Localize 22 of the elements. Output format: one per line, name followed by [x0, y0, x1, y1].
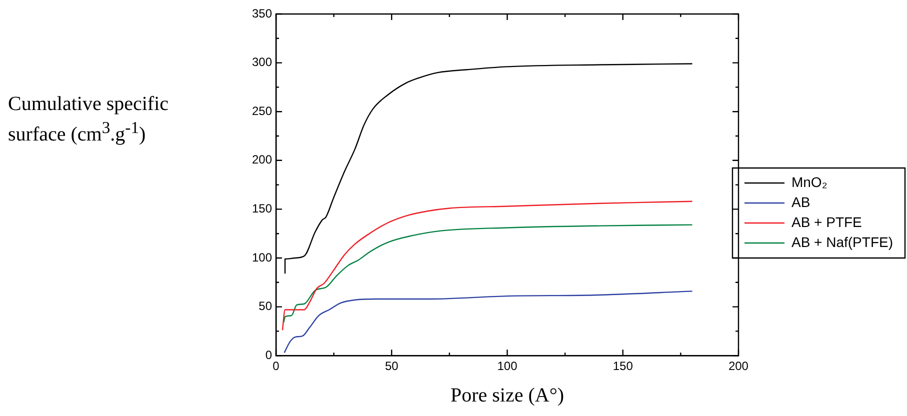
line-series — [284, 290, 693, 354]
x-tick-label: 150 — [612, 359, 634, 374]
y-tick-label: 300 — [252, 55, 272, 70]
x-axis-title: Pore size (A°) — [450, 384, 564, 406]
legend-label: AB + Naf(PTFE) — [791, 234, 894, 250]
y-tick-label: 350 — [252, 6, 272, 20]
y-tick-label: 0 — [265, 348, 272, 362]
x-tick-label: 200 — [728, 359, 749, 374]
y-tick-label: 50 — [258, 299, 272, 314]
line-series — [283, 224, 693, 324]
y-tick-label: 250 — [252, 104, 272, 118]
y-tick-label: 100 — [252, 250, 272, 264]
x-tick-label: 50 — [384, 359, 399, 374]
y-tick-label: 150 — [252, 202, 272, 216]
y-axis-title: Cumulative specific surface (cm$^{3}$.g$^{-1}$) — [8, 92, 170, 147]
y-tick-label: 200 — [252, 152, 272, 167]
legend-label: AB + PTFE — [791, 214, 862, 230]
legend-label: AB — [791, 194, 810, 210]
x-tick-label: 100 — [497, 359, 518, 374]
line-series — [284, 63, 693, 274]
line-series — [282, 200, 693, 331]
legend-label: MnO₂ — [791, 174, 828, 190]
